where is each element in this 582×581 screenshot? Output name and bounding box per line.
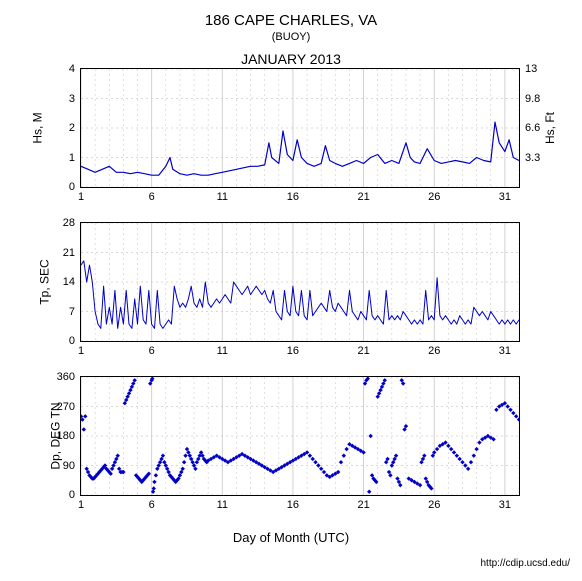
- chart-panel-tp: Tp, SEC 07142128161116212631: [0, 222, 582, 362]
- xtick: 11: [217, 345, 228, 357]
- station-subtitle: (BUOY): [0, 31, 582, 43]
- ytick: 2: [69, 122, 75, 134]
- yrtick: 6.6: [525, 122, 540, 134]
- ytick: 0: [69, 335, 75, 347]
- charts-container: Hs, M Hs, Ft 012343.36.69.813161116212631 T…: [0, 68, 582, 545]
- xtick: 6: [149, 345, 155, 357]
- plot-hs: 012343.36.69.813161116212631: [80, 68, 520, 188]
- ylabel-hs: Hs, M: [31, 112, 45, 143]
- ylabel-right-hs: Hs, Ft: [543, 112, 557, 144]
- page-root: 186 CAPE CHARLES, VA (BUOY) JANUARY 2013…: [0, 0, 582, 581]
- ytick: 21: [63, 247, 75, 259]
- xtick: 6: [149, 191, 155, 203]
- plot-tp: 07142128161116212631: [80, 222, 520, 342]
- ytick: 7: [69, 306, 75, 318]
- xtick: 6: [149, 499, 155, 511]
- xtick: 11: [217, 191, 228, 203]
- chart-panel-dp: Dp, DEG TN090180270360161116212631: [0, 376, 582, 516]
- xtick: 1: [78, 345, 84, 357]
- xtick: 21: [357, 345, 369, 357]
- xtick: 21: [357, 499, 369, 511]
- xtick: 16: [287, 499, 299, 511]
- xtick: 11: [217, 499, 228, 511]
- ytick: 0: [69, 181, 75, 193]
- ytick: 360: [57, 371, 75, 383]
- yrtick: 3.3: [525, 152, 540, 164]
- credit-url: http://cdip.ucsd.edu/: [480, 558, 570, 569]
- xtick: 1: [78, 499, 84, 511]
- xaxis-label: Day of Month (UTC): [0, 530, 582, 545]
- xtick: 16: [287, 345, 299, 357]
- ytick: 3: [69, 93, 75, 105]
- ylabel-tp: Tp, SEC: [38, 259, 52, 304]
- station-title: 186 CAPE CHARLES, VA: [0, 12, 582, 29]
- ytick: 4: [69, 63, 75, 75]
- yrtick: 9.8: [525, 93, 540, 105]
- xtick: 1: [78, 191, 84, 203]
- plot-dp: 090180270360161116212631: [80, 376, 520, 496]
- ytick: 14: [63, 276, 75, 288]
- xtick: 21: [357, 191, 369, 203]
- xtick: 26: [428, 499, 440, 511]
- xtick: 16: [287, 191, 299, 203]
- ytick: 1: [69, 152, 75, 164]
- ytick: 28: [63, 217, 75, 229]
- ytick: 270: [57, 401, 75, 413]
- xtick: 31: [499, 345, 511, 357]
- ytick: 90: [63, 460, 75, 472]
- xtick: 26: [428, 191, 440, 203]
- xtick: 26: [428, 345, 440, 357]
- xtick: 31: [499, 499, 511, 511]
- xtick: 31: [499, 191, 511, 203]
- ytick: 0: [69, 489, 75, 501]
- chart-panel-hs: Hs, M Hs, Ft 012343.36.69.813161116212631: [0, 68, 582, 208]
- yrtick: 13: [525, 63, 537, 75]
- ytick: 180: [57, 430, 75, 442]
- month-label: JANUARY 2013: [0, 51, 582, 67]
